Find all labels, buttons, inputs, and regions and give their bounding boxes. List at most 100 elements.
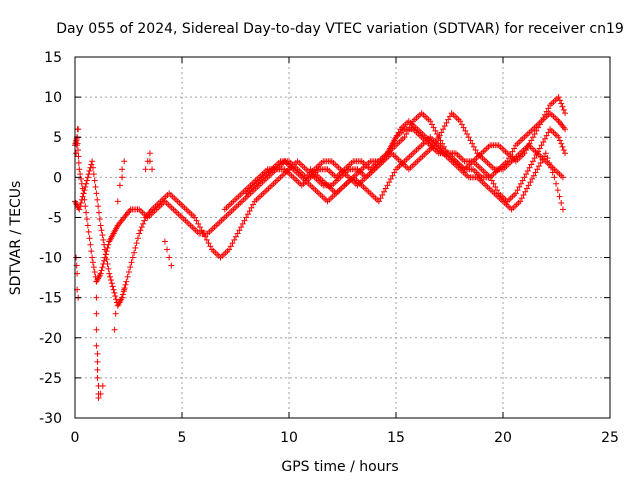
data-point [512,190,519,197]
data-point [166,254,173,261]
data-point [542,150,549,157]
data-point [443,119,450,126]
data-point [82,183,89,190]
data-point [99,264,106,271]
data-point [517,180,524,187]
data-point [534,166,541,173]
data-point [551,174,558,181]
data-point [390,139,397,146]
data-point [75,159,82,166]
data-point [101,241,108,248]
data-point [438,129,445,136]
data-point [129,254,136,261]
data-point [205,240,212,247]
data-point [487,174,494,181]
data-point [562,110,569,117]
data-point [517,198,524,205]
data-point [103,256,110,263]
data-point [85,228,92,235]
data-point [406,124,413,131]
data-point [511,145,518,152]
y-tick-label: 5 [53,130,62,146]
data-point [111,289,118,296]
data-point [107,277,114,284]
x-tick-label: 10 [280,430,298,446]
data-point [137,227,144,234]
data-point [434,131,441,138]
data-point [207,243,214,250]
data-point [555,94,562,101]
data-point [81,187,88,194]
data-point [527,179,534,186]
data-point [114,198,121,205]
data-point [537,159,544,166]
data-point [538,142,545,149]
data-point [121,158,128,165]
data-point [83,177,90,184]
chart-title: Day 055 of 2024, Sidereal Day-to-day VTE… [56,21,624,37]
data-point [464,131,471,138]
data-point [98,267,105,274]
data-point [488,177,495,184]
data-point [232,233,239,240]
data-point [382,185,389,192]
data-point [440,126,447,133]
data-point [441,122,448,129]
data-point [521,150,528,157]
data-point [514,187,521,194]
data-point [85,171,92,178]
data-point [556,193,563,200]
data-point [545,105,552,112]
data-point [387,175,394,182]
data-point [395,129,402,136]
data-point [119,294,126,301]
data-point [92,183,99,190]
data-point [541,111,548,118]
data-point [246,208,253,215]
data-point [465,134,472,141]
plot-frame [74,56,611,419]
data-point [560,147,567,154]
data-point [161,238,168,245]
data-point [535,124,542,131]
data-point [76,166,83,173]
data-point [558,100,565,107]
data-point [93,342,100,349]
data-point [532,169,539,176]
data-point [528,137,535,144]
data-point [384,182,391,189]
data-point [445,116,452,123]
data-point [89,158,96,165]
data-point [560,106,567,113]
data-point [529,134,536,141]
data-point [558,140,565,147]
data-point [250,201,257,208]
data-point [77,200,84,207]
data-point [244,211,251,218]
data-point [100,236,107,243]
data-point [84,222,91,229]
data-point [101,246,108,253]
data-point [93,190,100,197]
data-point [90,171,97,178]
data-point [140,220,147,227]
data-point [536,121,543,128]
data-point [529,158,536,165]
data-point [191,214,198,221]
data-point [516,183,523,190]
y-tick-label: -20 [39,331,62,347]
data-point [108,280,115,287]
data-point [524,143,531,150]
data-point [227,243,234,250]
data-point [89,259,96,266]
data-point [559,103,566,110]
data-point [83,180,90,187]
data-point [470,143,477,150]
data-point [128,259,135,266]
data-point [105,265,112,272]
data-point [528,161,535,168]
data-point [87,241,94,248]
data-point [94,358,101,365]
data-point [553,180,560,187]
x-tick-label: 25 [601,430,619,446]
